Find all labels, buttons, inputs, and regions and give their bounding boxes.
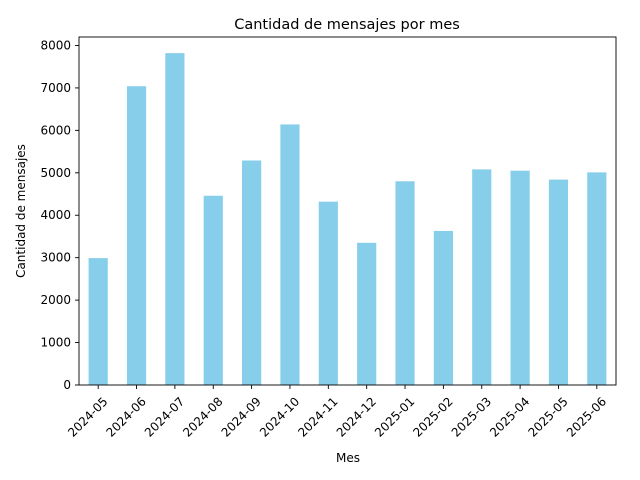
plot-frame — [78, 36, 617, 386]
bar-2024-06 — [126, 86, 147, 385]
chart-title: Cantidad de mensajes por mes — [234, 17, 460, 33]
bar-2025-04 — [510, 170, 530, 385]
y-tick-label: 2000 — [40, 293, 71, 307]
y-tick-label: 1000 — [40, 336, 71, 350]
bar-2024-09 — [242, 160, 262, 385]
y-tick-label: 3000 — [40, 251, 71, 265]
x-tick-label: 2024-06 — [104, 394, 149, 439]
x-tick-label: 2024-05 — [65, 394, 110, 439]
y-tick-label: 7000 — [40, 81, 71, 95]
x-tick-label: 2024-08 — [180, 394, 225, 439]
y-tick-label: 6000 — [40, 123, 71, 137]
x-tick-label: 2025-02 — [410, 394, 455, 439]
y-axis: 0 1000 2000 3000 4000 5000 6000 7000 8000 — [40, 38, 79, 392]
x-tick-label: 2025-05 — [525, 394, 570, 439]
y-tick-label: 8000 — [40, 38, 71, 52]
bar-2025-02 — [433, 230, 453, 385]
bar-2025-03 — [472, 169, 492, 385]
bars-layer — [88, 53, 607, 386]
x-tick-label: 2024-11 — [295, 394, 340, 439]
bar-2025-01 — [395, 181, 415, 385]
y-tick-label: 4000 — [40, 208, 71, 222]
x-tick-label: 2025-01 — [372, 394, 417, 439]
x-tick-label: 2024-12 — [334, 394, 379, 439]
bar-2024-08 — [203, 195, 223, 385]
bar-2024-07 — [165, 53, 185, 385]
x-tick-label: 2024-10 — [257, 394, 302, 439]
x-tick-label: 2024-07 — [142, 394, 187, 439]
x-axis-title: Mes — [336, 451, 360, 465]
x-tick-label: 2024-09 — [219, 394, 264, 439]
bar-2024-12 — [357, 242, 377, 385]
bar-2024-05 — [88, 258, 108, 385]
y-tick-label: 0 — [63, 378, 71, 392]
y-axis-title: Cantidad de mensajes — [14, 144, 28, 278]
bar-2025-06 — [587, 172, 607, 385]
y-tick-label: 5000 — [40, 166, 71, 180]
x-axis: 2024-052024-062024-072024-082024-092024-… — [65, 385, 609, 440]
bar-2024-11 — [318, 201, 338, 385]
bar-2024-10 — [280, 124, 300, 386]
x-tick-label: 2025-04 — [487, 394, 532, 439]
x-tick-label: 2025-03 — [449, 394, 494, 439]
bar-2025-05 — [548, 179, 569, 385]
x-tick-label: 2025-06 — [564, 394, 609, 439]
